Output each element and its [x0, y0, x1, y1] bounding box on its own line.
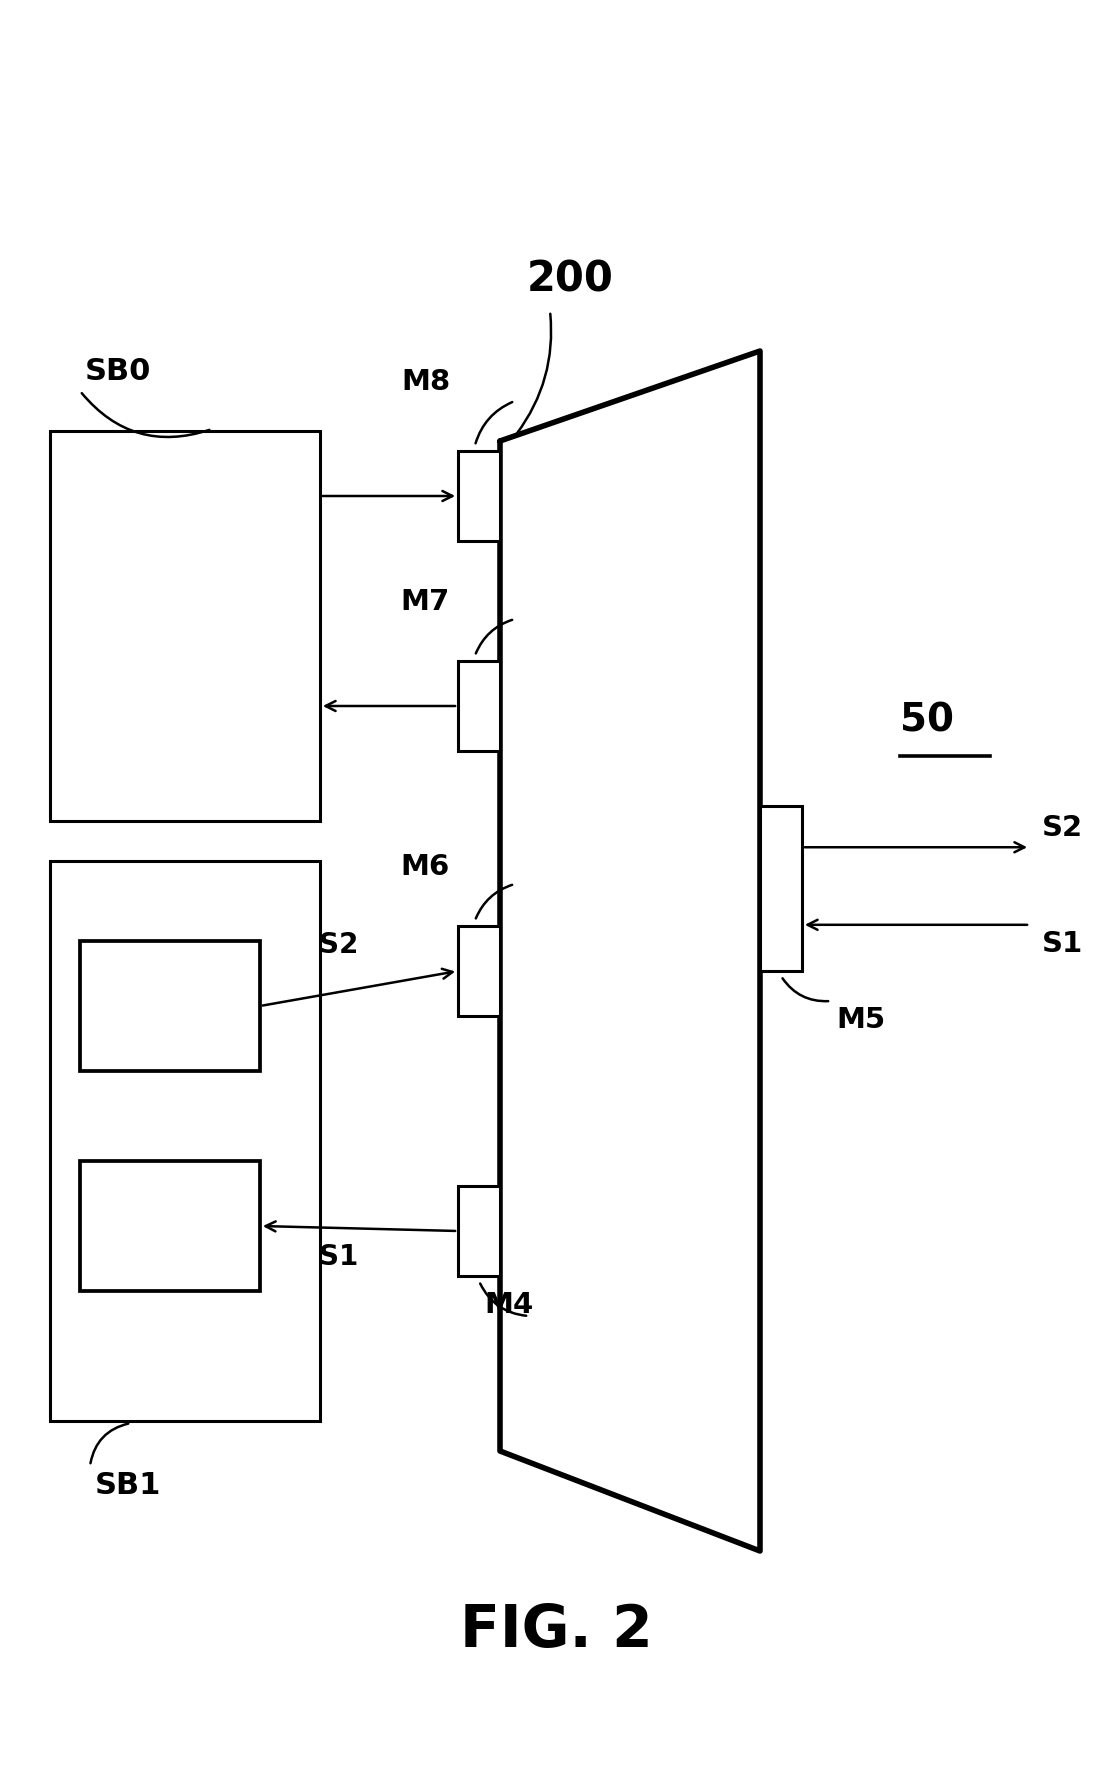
Text: 200: 200: [527, 259, 614, 301]
Text: M8: M8: [400, 368, 450, 397]
Text: SB1: SB1: [95, 1472, 161, 1500]
Bar: [458, 661, 500, 751]
Text: S2: S2: [319, 932, 359, 960]
Text: FIG. 2: FIG. 2: [459, 1603, 653, 1659]
Text: 50: 50: [900, 701, 954, 740]
Text: S1: S1: [1042, 930, 1083, 958]
Bar: [458, 452, 500, 540]
Text: S1: S1: [319, 1243, 359, 1272]
Text: S2: S2: [1042, 815, 1083, 843]
Bar: [50, 861, 320, 1420]
Bar: [50, 430, 320, 822]
Text: M6: M6: [400, 854, 450, 880]
Bar: [80, 940, 260, 1071]
Bar: [458, 926, 500, 1017]
Bar: [80, 1162, 260, 1291]
Text: RX1: RX1: [138, 992, 202, 1020]
Text: TX1: TX1: [139, 1211, 201, 1240]
Bar: [759, 806, 802, 971]
Text: M5: M5: [836, 1006, 885, 1034]
Text: SB0: SB0: [85, 358, 151, 386]
Text: M7: M7: [400, 588, 450, 616]
Bar: [458, 1187, 500, 1275]
Text: M4: M4: [484, 1291, 534, 1319]
